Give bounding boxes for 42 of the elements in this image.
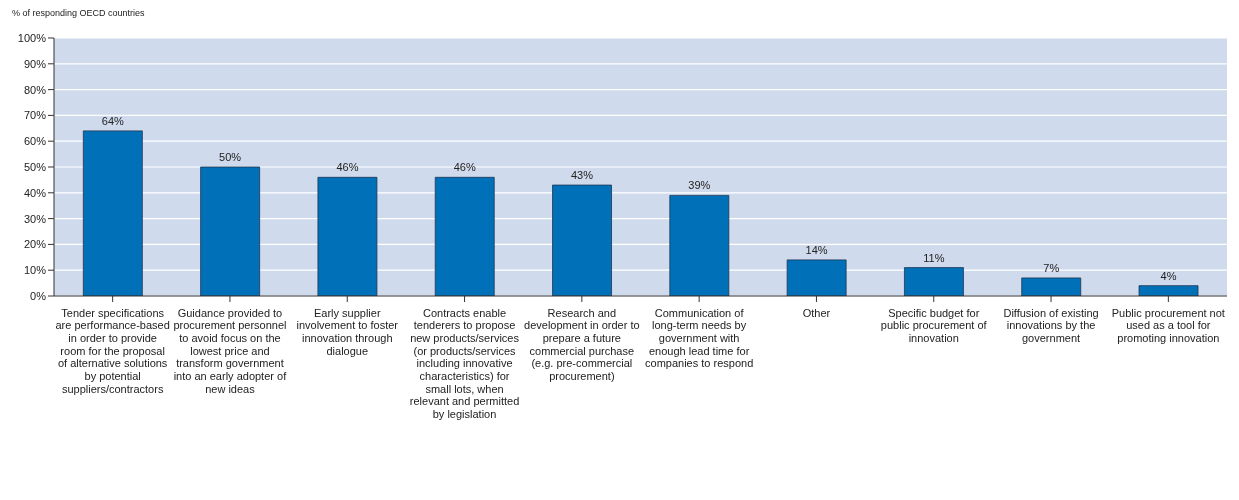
y-tick-label: 30% [23,212,47,225]
data-label: 11% [923,251,945,264]
bar [200,166,261,296]
y-tick-label: 70% [23,109,47,122]
bar [434,176,495,296]
y-tick-label: 0% [30,289,47,302]
bar [552,184,612,296]
data-label: 50% [219,151,242,163]
data-label: 4% [1160,269,1177,282]
x-tick-label: Research and development in order to prepare a future commercial purchase (e.g. pre-commercial procurement) [524,306,640,383]
x-tick-label: Specific budget for public procurement of innovation [880,306,988,345]
y-tick-label: 100% [17,31,47,44]
x-tick-label: Diffusion of existing innovations by the government [1003,306,1099,345]
bar [317,176,378,296]
data-label: 39% [688,179,711,192]
bar [786,259,847,296]
x-tick-label: Guidance provided to procurement personnel to avoid focus on the lowest price and transform government into an early adopter of new ideas [173,306,288,395]
data-label: 46% [453,161,476,174]
y-tick-label: 60% [23,135,47,148]
data-label: 64% [101,114,125,127]
y-tick-label: 90% [23,57,47,70]
x-tick-label: Communication of long-term needs by government with enough lead time for companies to respond [645,306,754,370]
x-tick-label: Tender specifications are performance-based in order to provide room for the proposal of alternative solutions by potential suppliers/contractors [55,306,170,395]
x-tick-label: Early supplier involvement to foster innovation through dialogue [296,306,399,357]
bar [669,194,730,296]
bar [1138,285,1199,296]
data-label: 14% [805,243,828,256]
bar [1021,277,1082,296]
y-tick-label: 20% [23,238,47,251]
x-tick-label: Public procurement not used as a tool for promoting innovation [1111,306,1225,345]
data-label: 46% [336,161,359,174]
data-label: 43% [571,169,594,182]
data-label: 7% [1043,261,1060,274]
x-tick-label: Other [802,306,831,319]
y-tick-label: 10% [23,264,47,277]
y-axis-title: % of responding OECD countries [11,8,146,20]
category-label: Contracts enable tenderers to propose new products/services (or products/services including innovative characteristics) for small lots, when relevant and permitted by legislation [409,306,520,420]
bar [904,267,964,296]
y-tick-label: 80% [23,83,47,96]
y-tick-label: 40% [23,186,47,199]
y-tick-label: 50% [23,160,47,173]
bar [82,130,143,296]
